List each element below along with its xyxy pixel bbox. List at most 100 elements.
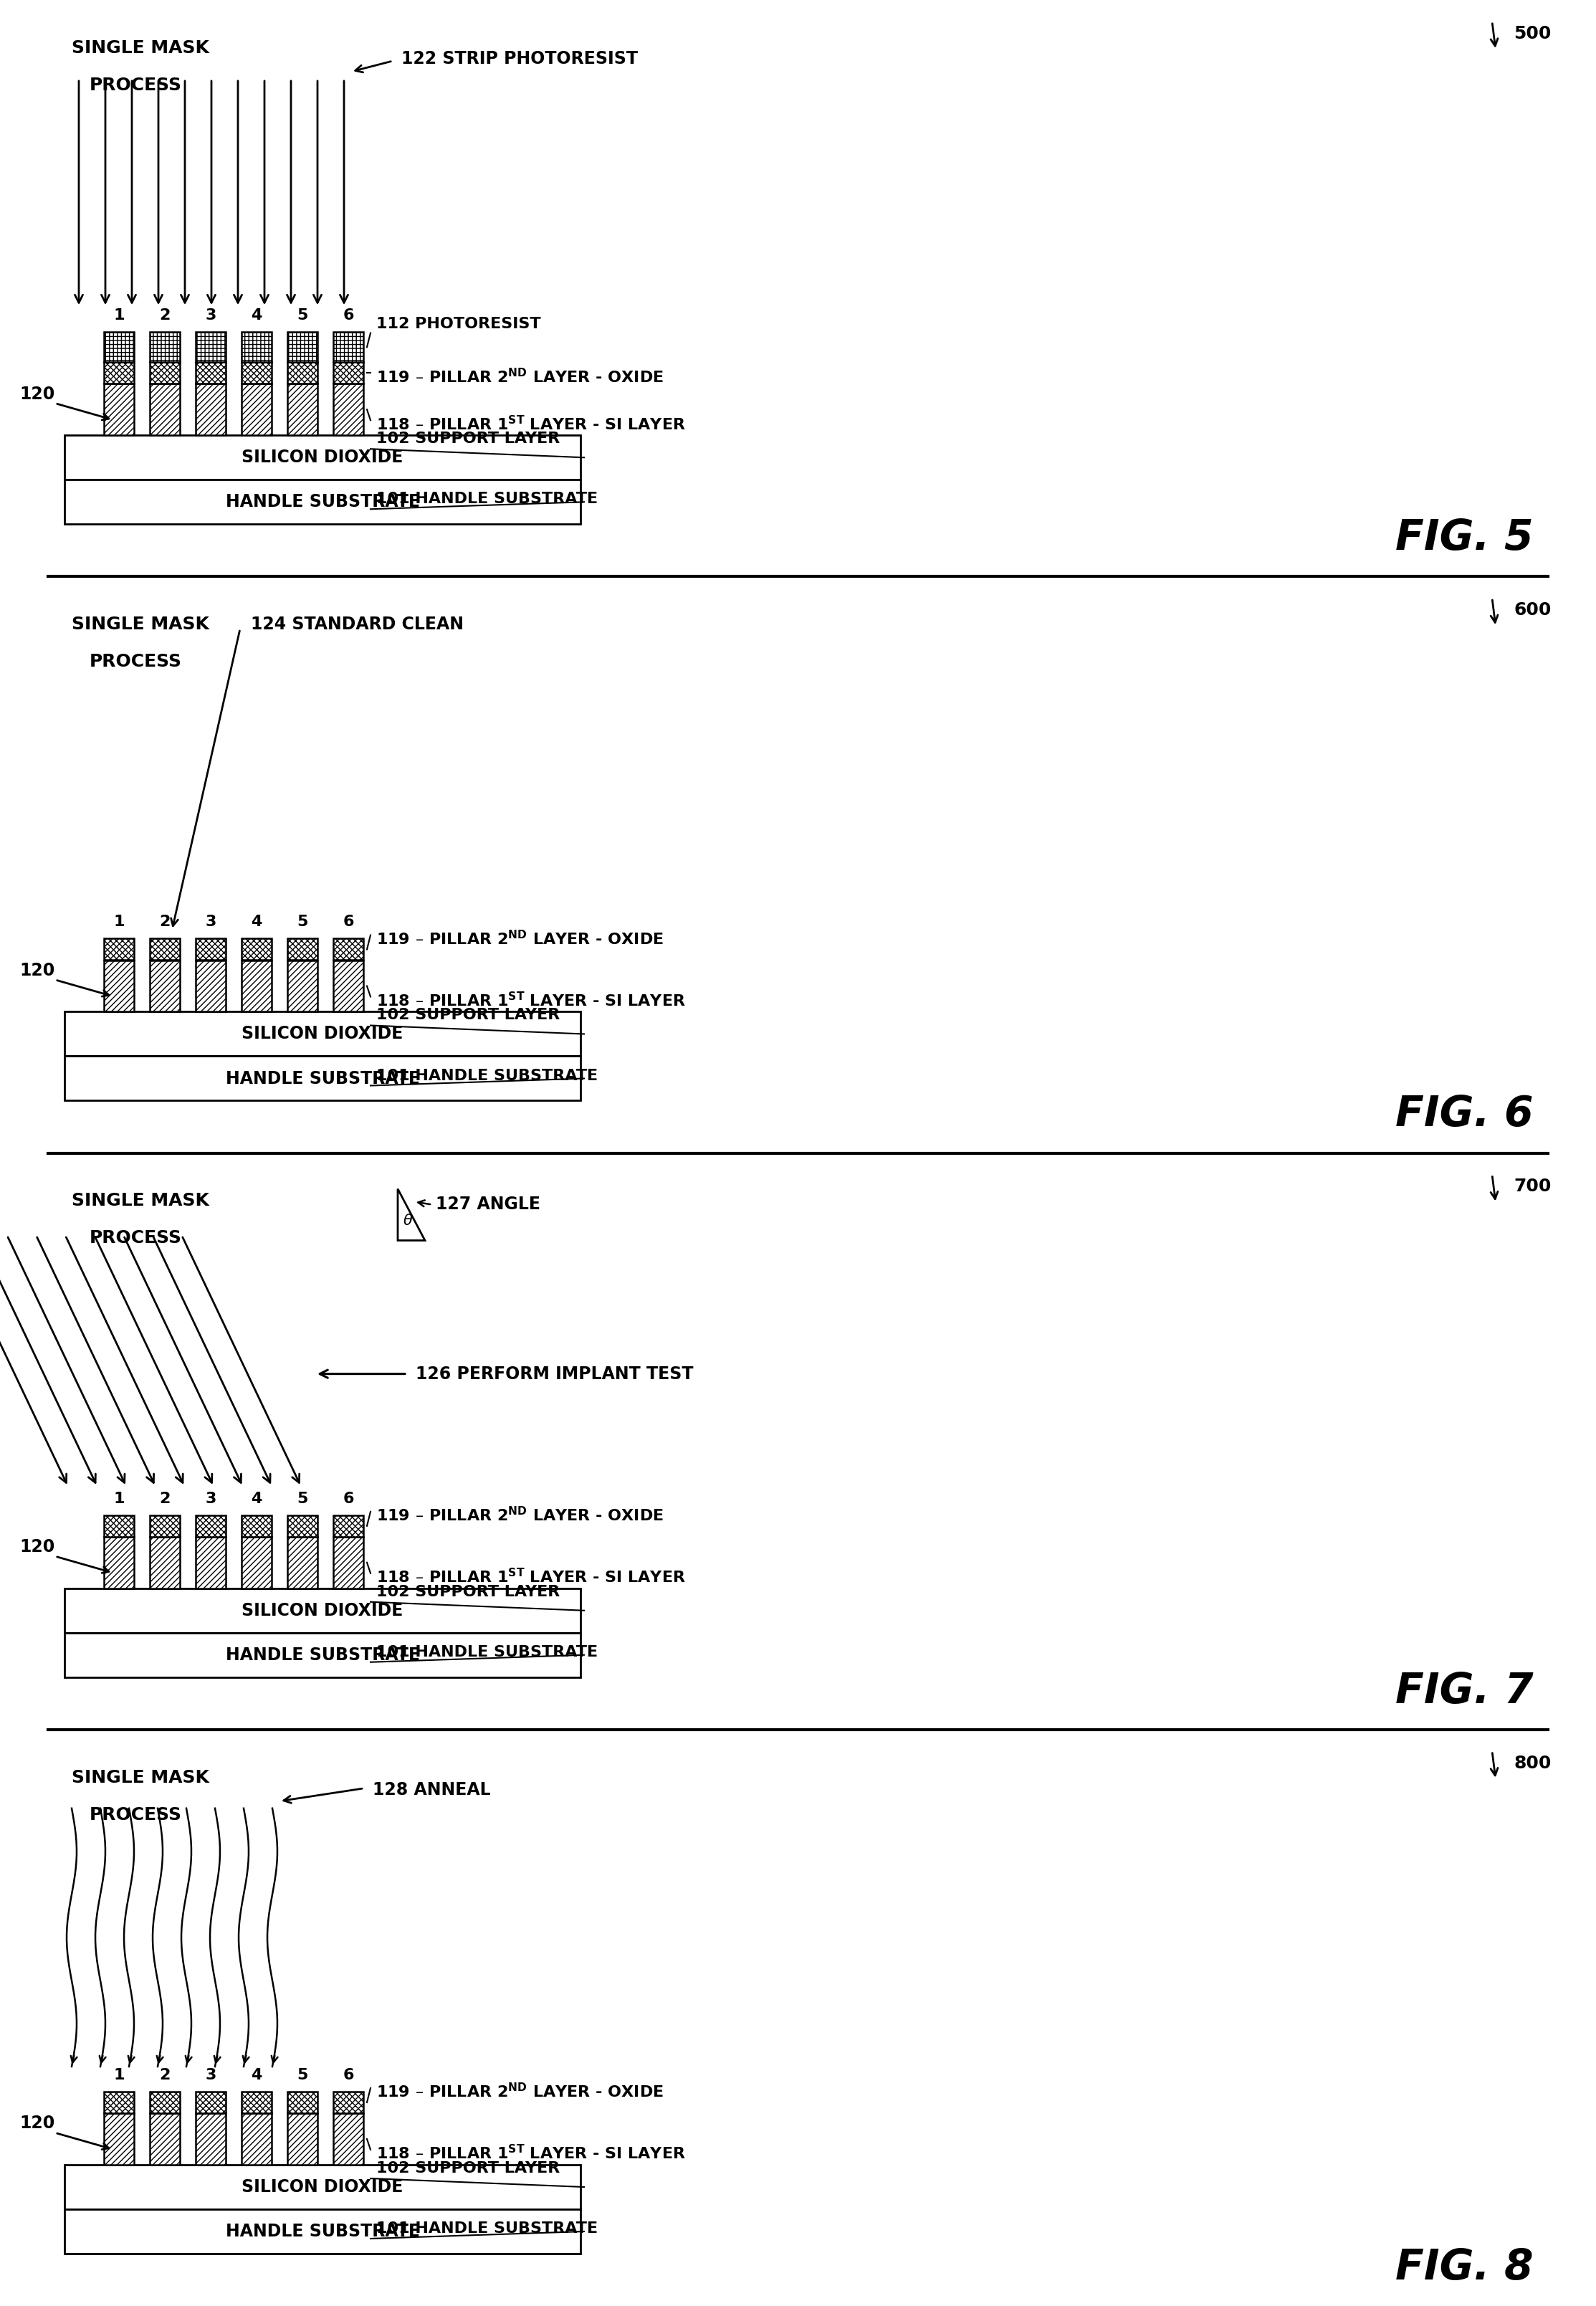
- Text: 6: 6: [343, 309, 354, 323]
- Text: 2: 2: [160, 915, 171, 929]
- Bar: [196, 362, 225, 383]
- Bar: [196, 383, 225, 436]
- Text: HANDLE SUBSTRATE: HANDLE SUBSTRATE: [225, 2223, 420, 2239]
- Bar: [104, 362, 134, 383]
- Bar: [241, 1536, 271, 1589]
- Bar: [241, 1515, 271, 1536]
- Bar: [150, 1536, 180, 1589]
- Bar: [287, 1536, 318, 1589]
- Bar: [104, 2112, 134, 2165]
- Bar: [334, 939, 364, 959]
- Text: 118 – PILLAR 1$^{\mathbf{ST}}$ LAYER - SI LAYER: 118 – PILLAR 1$^{\mathbf{ST}}$ LAYER - S…: [377, 2145, 686, 2163]
- Text: 126 PERFORM IMPLANT TEST: 126 PERFORM IMPLANT TEST: [415, 1365, 693, 1384]
- Bar: [150, 362, 180, 383]
- Bar: [334, 959, 364, 1012]
- Bar: [241, 332, 271, 362]
- Text: SINGLE MASK: SINGLE MASK: [72, 1192, 209, 1211]
- Bar: [196, 1515, 225, 1536]
- Bar: [287, 959, 318, 1012]
- Bar: [241, 1536, 271, 1589]
- Text: 6: 6: [343, 2068, 354, 2082]
- Bar: [150, 2092, 180, 2112]
- Bar: [287, 332, 318, 362]
- Bar: [150, 959, 180, 1012]
- Text: PROCESS: PROCESS: [89, 1229, 182, 1248]
- Bar: [334, 1515, 364, 1536]
- Text: 127 ANGLE: 127 ANGLE: [436, 1197, 541, 1213]
- Bar: [196, 959, 225, 1012]
- Bar: [241, 2112, 271, 2165]
- Text: 120: 120: [19, 2115, 56, 2133]
- Bar: [241, 362, 271, 383]
- Text: 119 – PILLAR 2$^{\mathbf{ND}}$ LAYER - OXIDE: 119 – PILLAR 2$^{\mathbf{ND}}$ LAYER - O…: [377, 2082, 664, 2101]
- Bar: [150, 939, 180, 959]
- Text: 101 HANDLE SUBSTRATE: 101 HANDLE SUBSTRATE: [377, 491, 598, 507]
- Bar: [287, 2112, 318, 2165]
- Bar: [241, 362, 271, 383]
- Text: 119 – PILLAR 2$^{\mathbf{ND}}$ LAYER - OXIDE: 119 – PILLAR 2$^{\mathbf{ND}}$ LAYER - O…: [377, 1506, 664, 1524]
- Text: 600: 600: [1513, 602, 1551, 618]
- Text: 6: 6: [343, 1492, 354, 1506]
- Bar: [104, 2092, 134, 2112]
- Bar: [196, 2092, 225, 2112]
- Bar: [241, 383, 271, 436]
- Bar: [287, 2112, 318, 2165]
- Bar: [104, 383, 134, 436]
- Bar: [196, 939, 225, 959]
- Bar: [150, 2112, 180, 2165]
- Bar: [287, 939, 318, 959]
- Text: 101 HANDLE SUBSTRATE: 101 HANDLE SUBSTRATE: [377, 1068, 598, 1084]
- Text: SINGLE MASK: SINGLE MASK: [72, 616, 209, 634]
- Bar: [104, 939, 134, 959]
- Bar: [241, 939, 271, 959]
- Text: 1: 1: [113, 2068, 124, 2082]
- Text: 2: 2: [160, 2068, 171, 2082]
- Bar: [287, 1536, 318, 1589]
- Bar: [287, 383, 318, 436]
- Bar: [287, 2092, 318, 2112]
- Bar: [334, 332, 364, 362]
- Text: 700: 700: [1513, 1178, 1551, 1195]
- Bar: [104, 2092, 134, 2112]
- Text: FIG. 7: FIG. 7: [1395, 1672, 1534, 1711]
- Text: SILICON DIOXIDE: SILICON DIOXIDE: [241, 1603, 404, 1619]
- Text: 122 STRIP PHOTORESIST: 122 STRIP PHOTORESIST: [401, 51, 638, 67]
- Bar: [104, 332, 134, 362]
- Text: 2: 2: [160, 309, 171, 323]
- Text: $\theta$: $\theta$: [402, 1213, 413, 1229]
- Text: 3: 3: [206, 2068, 215, 2082]
- Text: 112 PHOTORESIST: 112 PHOTORESIST: [377, 316, 541, 330]
- Text: 120: 120: [19, 1538, 56, 1557]
- Bar: [64, 436, 581, 480]
- Text: 102 SUPPORT LAYER: 102 SUPPORT LAYER: [377, 431, 560, 445]
- Text: 118 – PILLAR 1$^{\mathbf{ST}}$ LAYER - SI LAYER: 118 – PILLAR 1$^{\mathbf{ST}}$ LAYER - S…: [377, 992, 686, 1010]
- Bar: [241, 2112, 271, 2165]
- Bar: [334, 2092, 364, 2112]
- Text: SILICON DIOXIDE: SILICON DIOXIDE: [241, 1026, 404, 1042]
- Bar: [334, 362, 364, 383]
- Bar: [150, 1536, 180, 1589]
- Bar: [334, 2112, 364, 2165]
- Bar: [334, 939, 364, 959]
- Text: 4: 4: [251, 1492, 262, 1506]
- Bar: [287, 1515, 318, 1536]
- Text: 128 ANNEAL: 128 ANNEAL: [372, 1780, 490, 1799]
- Bar: [196, 939, 225, 959]
- Text: HANDLE SUBSTRATE: HANDLE SUBSTRATE: [225, 1646, 420, 1663]
- Text: HANDLE SUBSTRATE: HANDLE SUBSTRATE: [225, 493, 420, 510]
- Bar: [196, 2092, 225, 2112]
- Text: PROCESS: PROCESS: [89, 653, 182, 671]
- Text: FIG. 8: FIG. 8: [1395, 2248, 1534, 2288]
- Bar: [104, 1536, 134, 1589]
- Text: 5: 5: [297, 1492, 308, 1506]
- Bar: [287, 2092, 318, 2112]
- Bar: [334, 383, 364, 436]
- Text: 6: 6: [343, 915, 354, 929]
- Bar: [287, 332, 318, 362]
- Text: 5: 5: [297, 2068, 308, 2082]
- Bar: [150, 959, 180, 1012]
- Bar: [64, 2165, 581, 2209]
- Text: 5: 5: [297, 915, 308, 929]
- Text: 3: 3: [206, 309, 215, 323]
- Bar: [196, 1536, 225, 1589]
